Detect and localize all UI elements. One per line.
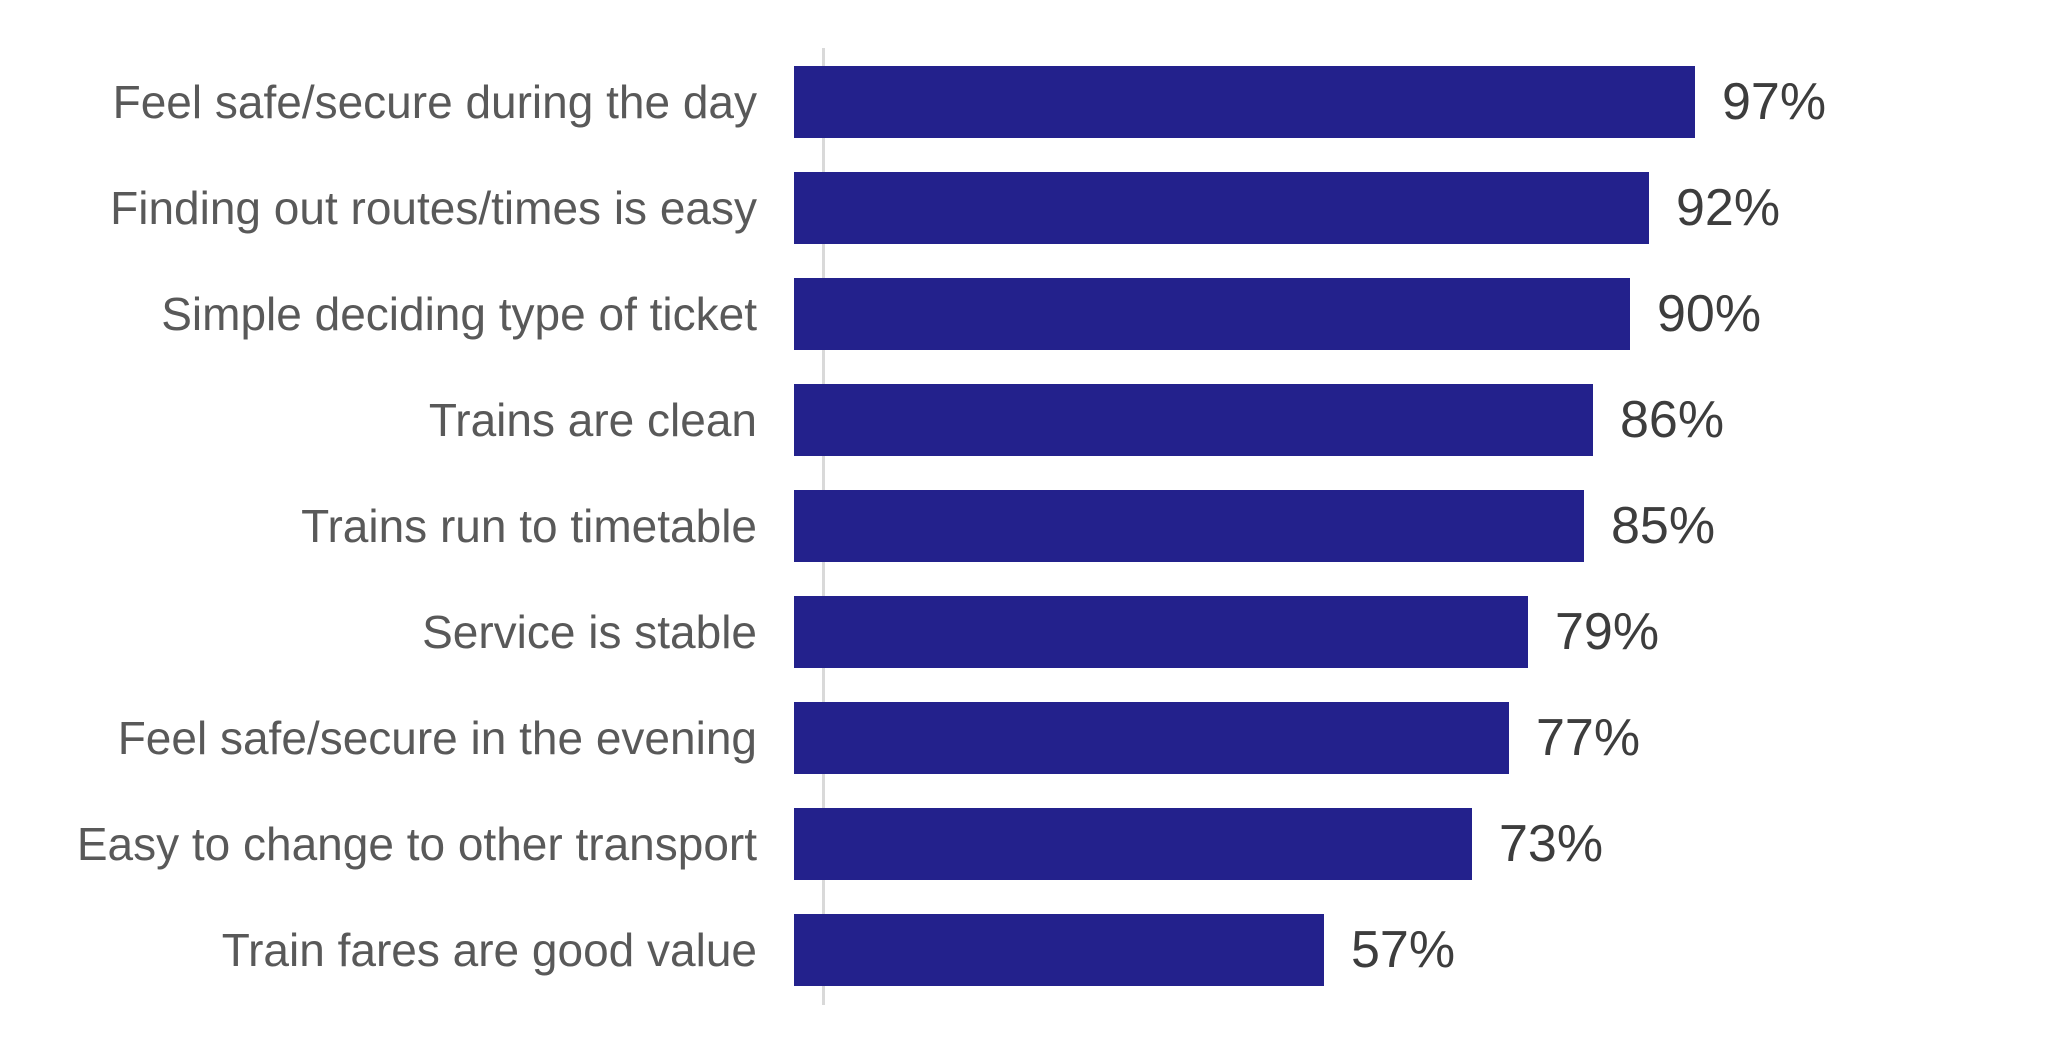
category-label: Train fares are good value xyxy=(221,924,757,976)
category-label: Feel safe/secure during the day xyxy=(112,76,757,128)
category-label: Finding out routes/times is easy xyxy=(110,182,757,234)
bar-row: Easy to change to other transport 73% xyxy=(0,791,2068,897)
bar xyxy=(794,808,1472,880)
value-label: 92% xyxy=(1676,179,1781,237)
category-label: Service is stable xyxy=(422,606,757,658)
bar xyxy=(794,490,1584,562)
value-label: 97% xyxy=(1722,73,1827,131)
bar-row: Service is stable 79% xyxy=(0,579,2068,685)
bar xyxy=(794,278,1630,350)
value-label: 57% xyxy=(1351,921,1456,979)
value-label: 79% xyxy=(1555,603,1660,661)
bar xyxy=(794,596,1528,668)
bar-row: Trains run to timetable 85% xyxy=(0,473,2068,579)
bar xyxy=(794,702,1509,774)
value-label: 73% xyxy=(1499,815,1604,873)
value-label: 77% xyxy=(1536,709,1641,767)
bar xyxy=(794,384,1593,456)
category-label: Trains are clean xyxy=(428,394,757,446)
category-label: Easy to change to other transport xyxy=(76,818,757,870)
bar xyxy=(794,172,1649,244)
value-label: 85% xyxy=(1611,497,1716,555)
bar-row: Finding out routes/times is easy 92% xyxy=(0,155,2068,261)
category-label: Simple deciding type of ticket xyxy=(161,288,757,340)
bar xyxy=(794,914,1324,986)
bar-rows: Feel safe/secure during the day 97% Find… xyxy=(0,49,2068,1003)
bar-row: Trains are clean 86% xyxy=(0,367,2068,473)
value-label: 90% xyxy=(1657,285,1762,343)
category-label: Feel safe/secure in the evening xyxy=(117,712,757,764)
value-label: 86% xyxy=(1620,391,1725,449)
bar-row: Feel safe/secure during the day 97% xyxy=(0,49,2068,155)
bar xyxy=(794,66,1695,138)
bar-row: Train fares are good value 57% xyxy=(0,897,2068,1003)
bar-row: Simple deciding type of ticket 90% xyxy=(0,261,2068,367)
bar-row: Feel safe/secure in the evening 77% xyxy=(0,685,2068,791)
category-label: Trains run to timetable xyxy=(301,500,757,552)
